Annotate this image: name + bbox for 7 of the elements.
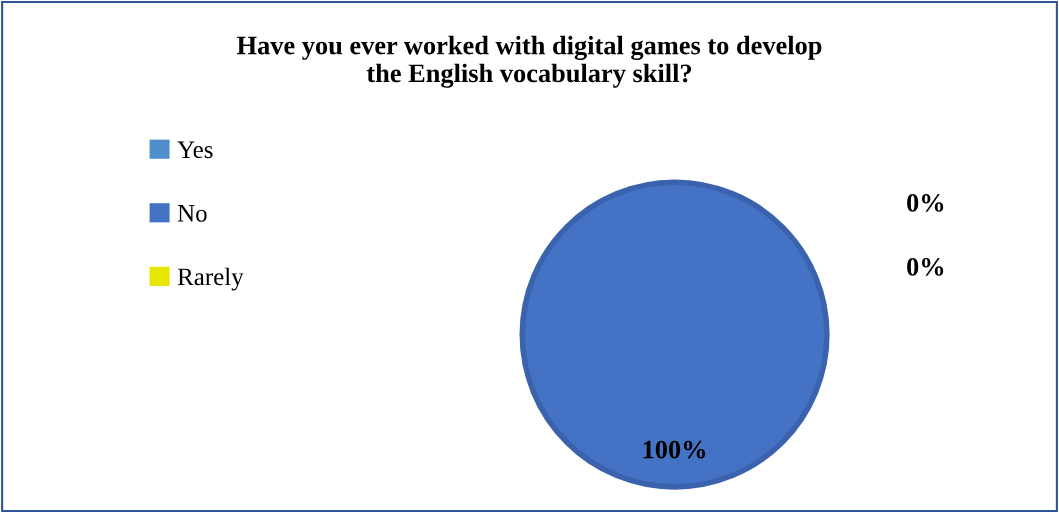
legend-label: No (177, 205, 207, 222)
text: 0% (907, 257, 944, 276)
text: 0% (907, 193, 944, 212)
legend-label: Rarely (177, 267, 244, 291)
legend-label: Yes (177, 141, 213, 159)
data-label: 100% (643, 440, 706, 459)
chart-title: Have you ever worked with digital games to develop the English vocabulary skill? (237, 35, 822, 88)
